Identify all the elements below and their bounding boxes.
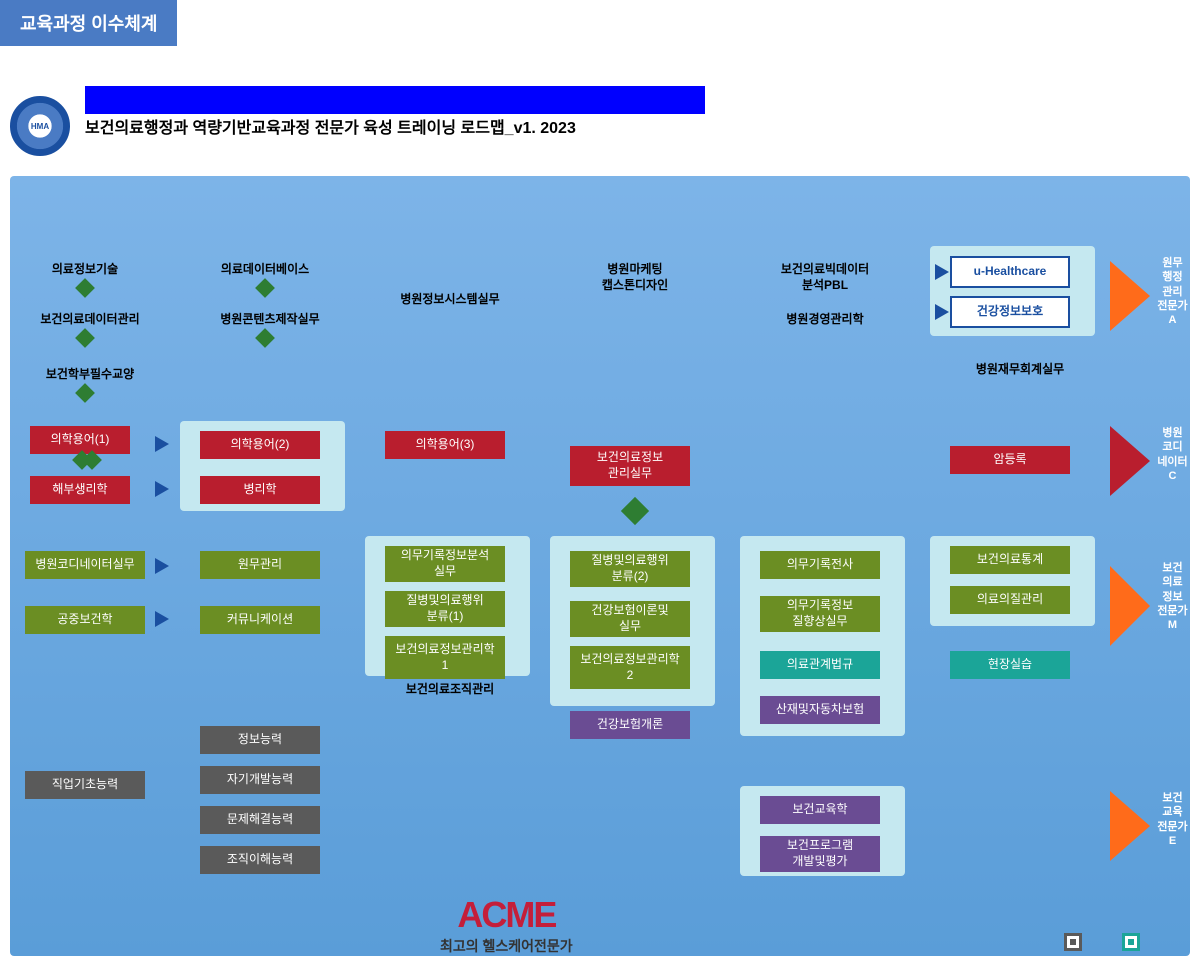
course-node: 현장실습: [950, 651, 1070, 679]
course-node: 의무기록정보분석 실무: [385, 546, 505, 582]
course-node: 원무관리: [200, 551, 320, 579]
footer-logo: ACME 최고의 헬스케어전문가: [440, 894, 573, 956]
course-node: 보건의료조직관리: [380, 676, 520, 704]
course-node: 보건의료정보관리학1: [385, 636, 505, 679]
course-node: 보건의료정보관리학2: [570, 646, 690, 689]
header-tab: 교육과정 이수체계: [0, 0, 177, 46]
course-node: 보건의료빅데이터 분석PBL: [750, 256, 900, 299]
course-node: 문제해결능력: [200, 806, 320, 834]
course-node: 질병및의료행위 분류(1): [385, 591, 505, 627]
title-row: HMA 보건의료행정과 역량기반교육과정 전문가 육성 트레이닝 로드맵_v1.…: [10, 96, 576, 156]
track-chevron-icon: [1110, 261, 1150, 331]
course-node: 건강정보보호: [950, 296, 1070, 328]
course-node: 산재및자동차보험: [760, 696, 880, 724]
course-node: 병원재무회계실무: [950, 356, 1090, 384]
course-node: 자기개발능력: [200, 766, 320, 794]
arrow-icon: [155, 436, 169, 452]
course-node: 병원코디네이터실무: [25, 551, 145, 579]
roadmap-title: 보건의료행정과 역량기반교육과정 전문가 육성 트레이닝 로드맵_v1. 202…: [85, 114, 576, 138]
track-label-M: 보건 의료 정보 전문가 M: [1150, 561, 1195, 632]
course-node: 조직이해능력: [200, 846, 320, 874]
arrow-icon: [935, 304, 949, 320]
legend: [1064, 933, 1140, 951]
track-label-C: 병원 코디 네이터 C: [1150, 426, 1195, 483]
brand-tagline: 최고의 헬스케어전문가: [440, 936, 573, 956]
course-node: 공중보건학: [25, 606, 145, 634]
course-node: 의학용어(2): [200, 431, 320, 459]
course-node: 의무기록전사: [760, 551, 880, 579]
legend-swatch-icon: [1122, 933, 1140, 951]
track-label-E: 보건 교육 전문가 E: [1150, 791, 1195, 848]
course-node: 보건학부필수교양: [20, 361, 160, 389]
course-node: 보건프로그램 개발및평가: [760, 836, 880, 872]
course-node: 병원경영관리학: [760, 306, 890, 334]
track-label-A: 원무 행정 관리 전문가 A: [1150, 256, 1195, 327]
track-chevron-icon: [1110, 566, 1150, 646]
course-node: 해부생리학: [30, 476, 130, 504]
track-chevron-icon: [1110, 426, 1150, 496]
course-node: 병리학: [200, 476, 320, 504]
dept-logo-icon: HMA: [10, 96, 70, 156]
course-node: 보건의료데이터관리: [20, 306, 160, 334]
course-node: 보건의료정보 관리실무: [570, 446, 690, 486]
course-node: 병원콘텐츠제작실무: [200, 306, 340, 334]
course-node: 의료관계법규: [760, 651, 880, 679]
course-node: 보건의료통계: [950, 546, 1070, 574]
course-node: 의무기록정보 질향상실무: [760, 596, 880, 632]
brand-name: ACME: [440, 894, 573, 936]
course-node: 건강보험개론: [570, 711, 690, 739]
arrow-icon: [935, 264, 949, 280]
course-node: 질병및의료행위 분류(2): [570, 551, 690, 587]
course-node: 정보능력: [200, 726, 320, 754]
course-node: 병원정보시스템실무: [375, 286, 525, 314]
arrow-icon: [155, 481, 169, 497]
arrow-icon: [155, 611, 169, 627]
course-node: 병원마케팅 캡스톤디자인: [560, 256, 710, 299]
course-node: 직업기초능력: [25, 771, 145, 799]
course-node: 의학용어(1): [30, 426, 130, 454]
course-node: 의학용어(3): [385, 431, 505, 459]
course-node: 의료의질관리: [950, 586, 1070, 614]
course-node: 커뮤니케이션: [200, 606, 320, 634]
track-chevron-icon: [1110, 791, 1150, 861]
course-node: 암등록: [950, 446, 1070, 474]
course-node: 건강보험이론및 실무: [570, 601, 690, 637]
course-node: 보건교육학: [760, 796, 880, 824]
arrow-icon: [155, 558, 169, 574]
course-node: u-Healthcare: [950, 256, 1070, 288]
roadmap-container: HMA 보건의료행정과 역량기반교육과정 전문가 육성 트레이닝 로드맵_v1.…: [0, 46, 1200, 966]
legend-swatch-icon: [1064, 933, 1082, 951]
